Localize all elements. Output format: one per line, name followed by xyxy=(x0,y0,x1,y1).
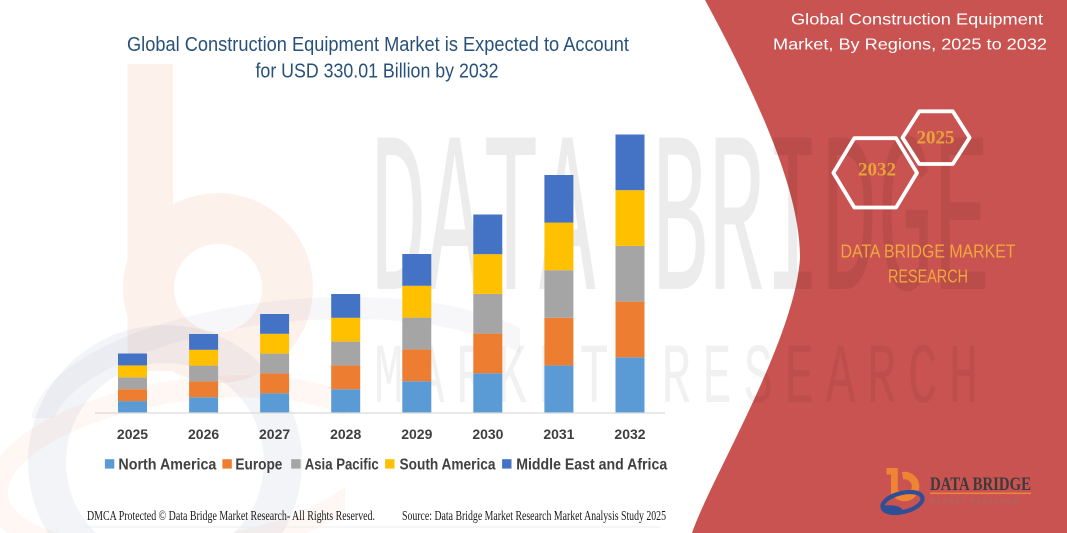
svg-text:2032: 2032 xyxy=(614,426,645,442)
svg-text:2029: 2029 xyxy=(401,426,432,442)
svg-text:Asia Pacific: Asia Pacific xyxy=(305,457,379,474)
svg-text:2032: 2032 xyxy=(858,159,896,180)
svg-text:Middle East and Africa: Middle East and Africa xyxy=(516,457,667,474)
svg-text:RESEARCH: RESEARCH xyxy=(888,267,968,287)
svg-text:DATA BRIDGE MARKET: DATA BRIDGE MARKET xyxy=(841,242,1016,262)
svg-text:2025: 2025 xyxy=(917,128,955,149)
svg-text:North America: North America xyxy=(118,457,216,474)
svg-text:DATA BRIDGE: DATA BRIDGE xyxy=(930,474,1031,495)
svg-text:Global Construction Equipment: Global Construction Equipment xyxy=(791,12,1044,29)
svg-text:2026: 2026 xyxy=(188,426,219,442)
svg-text:2030: 2030 xyxy=(472,426,503,442)
svg-text:for USD 330.01 Billion by 2032: for USD 330.01 Billion by 2032 xyxy=(256,60,499,83)
svg-text:Europe: Europe xyxy=(235,457,282,474)
svg-text:DMCA Protected © Data Bridge M: DMCA Protected © Data Bridge Market Rese… xyxy=(87,508,375,523)
svg-text:Source: Data Bridge Market Res: Source: Data Bridge Market Research Mark… xyxy=(402,508,666,523)
svg-text:Global Construction Equipment: Global Construction Equipment Market is … xyxy=(127,33,629,56)
svg-text:2028: 2028 xyxy=(330,426,361,442)
svg-text:2031: 2031 xyxy=(543,426,574,442)
svg-text:South America: South America xyxy=(400,457,496,474)
svg-text:2027: 2027 xyxy=(259,426,290,442)
svg-text:MARKET RESEARCH: MARKET RESEARCH xyxy=(930,499,1020,506)
svg-text:Market, By Regions, 2025 to 20: Market, By Regions, 2025 to 2032 xyxy=(773,37,1047,54)
svg-text:2025: 2025 xyxy=(117,426,148,442)
